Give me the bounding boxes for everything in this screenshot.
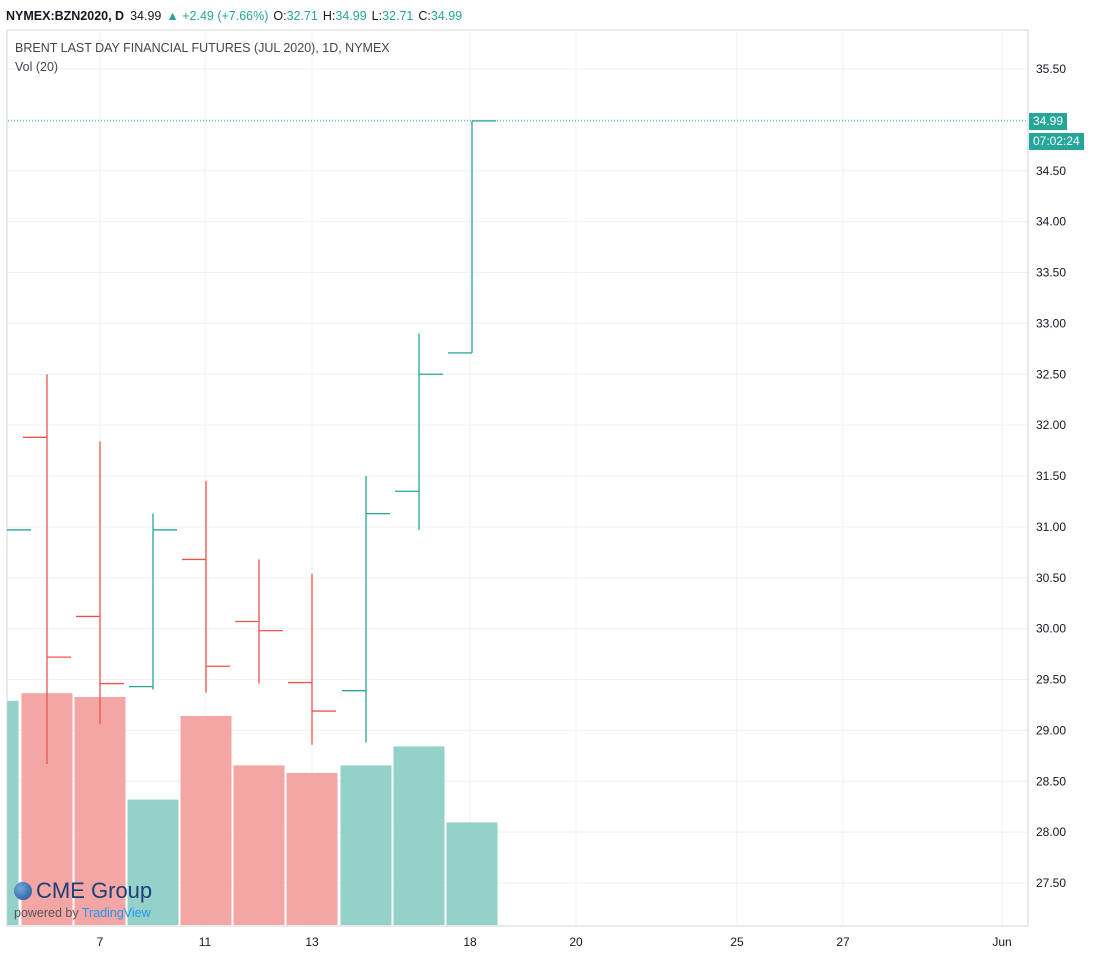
open-label: O: — [273, 9, 287, 23]
volume-bars — [7, 693, 498, 925]
time-axis[interactable] — [7, 926, 1028, 956]
volume-bar — [233, 765, 285, 925]
last-price-tag: 34.99 — [1029, 113, 1068, 130]
globe-icon — [14, 882, 32, 900]
price-tick-label: 32.00 — [1036, 418, 1066, 432]
price-tick-label: 31.50 — [1036, 469, 1066, 483]
volume-bar — [7, 700, 19, 925]
ohlc-bar — [342, 476, 390, 743]
price-tick-label: 32.50 — [1036, 367, 1066, 381]
time-tick-label: 25 — [730, 935, 744, 949]
price-tick-label: 28.00 — [1036, 825, 1066, 839]
time-tick-label: 7 — [97, 935, 104, 949]
volume-bar — [286, 773, 338, 925]
plot-area[interactable] — [6, 29, 1029, 927]
price-tick-label: 29.00 — [1036, 723, 1066, 737]
time-tick-label: 27 — [836, 935, 850, 949]
close-label: C: — [418, 9, 431, 23]
price-tick-label: 35.50 — [1036, 62, 1066, 76]
last-price: 34.99 — [130, 9, 162, 23]
volume-bar — [74, 697, 126, 925]
price-tick-label: 30.50 — [1036, 571, 1066, 585]
time-tick-label: Jun — [992, 935, 1011, 949]
price-tick-label: 27.50 — [1036, 876, 1066, 890]
ohlc-bar — [395, 333, 443, 530]
symbol-header: NYMEX:BZN2020, D 34.99 ▲ +2.49 (+7.66%) … — [6, 6, 462, 26]
high-value: 34.99 — [335, 9, 367, 23]
price-tick-label: 34.50 — [1036, 164, 1066, 178]
ohlc-bar — [182, 481, 230, 693]
price-tick-label: 33.00 — [1036, 316, 1066, 330]
price-tick-label: 29.50 — [1036, 673, 1066, 687]
logo-brand: CME Group — [36, 878, 153, 903]
cme-tradingview-logo[interactable]: CME Group powered by TradingView — [14, 878, 152, 920]
logo-powered: powered by — [14, 906, 79, 920]
price-tick-label: 34.00 — [1036, 215, 1066, 229]
volume-legend[interactable]: Vol (20) — [15, 60, 59, 74]
ohlc-bar — [23, 374, 71, 764]
price-tick-label: 30.00 — [1036, 622, 1066, 636]
countdown-tag: 07:02:24 — [1029, 133, 1084, 150]
open-value: 32.71 — [286, 9, 318, 23]
ohlc-bar — [235, 559, 283, 684]
price-tick-label: 28.50 — [1036, 774, 1066, 788]
price-change: ▲ +2.49 (+7.66%) — [166, 9, 269, 23]
time-tick-label: 13 — [305, 935, 319, 949]
volume-bar — [180, 716, 232, 925]
time-tick-label: 18 — [463, 935, 477, 949]
volume-bar — [393, 746, 445, 925]
logo-tradingview: TradingView — [81, 906, 151, 920]
volume-bar — [446, 822, 498, 925]
ohlc-bar — [129, 513, 177, 690]
grid — [8, 31, 1028, 926]
symbol-label: NYMEX:BZN2020, D — [6, 9, 125, 23]
price-tick-label: 33.50 — [1036, 266, 1066, 280]
time-tick-label: 20 — [569, 935, 583, 949]
ohlc-bar — [76, 441, 124, 725]
high-label: H: — [322, 9, 336, 23]
volume-bar — [127, 799, 179, 925]
time-tick-label: 11 — [199, 935, 212, 949]
close-value: 34.99 — [430, 9, 463, 23]
ohlc-bar — [288, 573, 336, 745]
price-tick-label: 31.00 — [1036, 520, 1066, 534]
time-axis-ticks: 7 11 13 18 20 25 27 Jun — [97, 935, 1012, 949]
low-value: 32.71 — [382, 9, 414, 23]
price-axis[interactable] — [1028, 30, 1104, 926]
low-label: L: — [371, 9, 383, 23]
chart-legend-title[interactable]: BRENT LAST DAY FINANCIAL FUTURES (JUL 20… — [15, 41, 390, 55]
ohlc-bars — [7, 120, 496, 764]
volume-bar — [340, 765, 392, 925]
